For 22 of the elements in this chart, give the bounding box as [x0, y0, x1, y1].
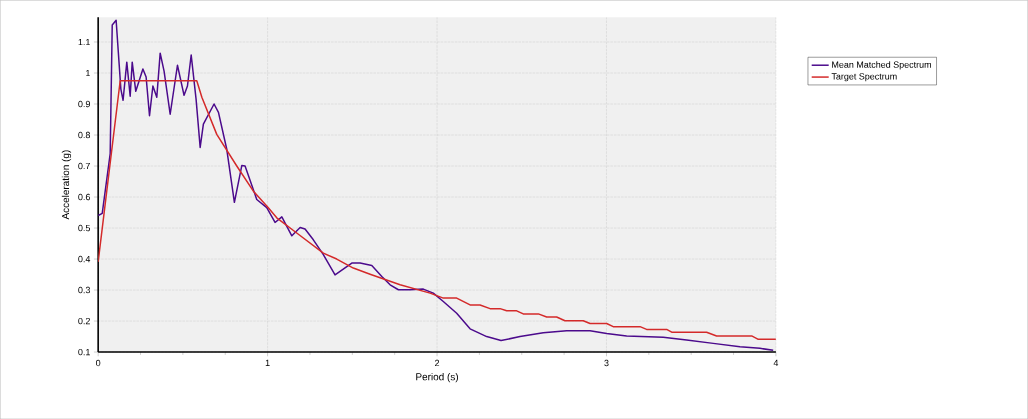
y-tick-label: 0.5 [78, 224, 91, 232]
y-tick-label: 0.9 [78, 100, 90, 108]
x-tick-label: 0 [96, 359, 101, 367]
y-tick-label: 0.6 [78, 193, 90, 201]
y-axis-title: Acceleration (g) [61, 150, 72, 220]
y-tick-label: 0.2 [78, 317, 90, 325]
x-tick-label: 1 [265, 359, 270, 366]
line-series [98, 79, 776, 340]
x-axis-title: Period (s) [416, 372, 458, 383]
y-tick-label: 0.4 [78, 255, 91, 263]
line-series [98, 19, 774, 351]
x-tick-label: 3 [604, 359, 609, 367]
y-tick-label: 0.3 [78, 286, 90, 294]
y-tick-label: 1 [86, 69, 90, 76]
x-tick-label: 4 [773, 359, 779, 366]
y-tick-label: 0.8 [78, 131, 90, 139]
legend-label: Mean Matched Spectrum [832, 61, 931, 70]
legend-label: Target Spectrum [831, 73, 897, 82]
y-tick-label: 1.1 [78, 38, 90, 45]
y-tick-label: 0.7 [78, 162, 90, 170]
x-tick-label: 2 [435, 359, 440, 366]
y-tick-label: 0.1 [78, 348, 90, 356]
